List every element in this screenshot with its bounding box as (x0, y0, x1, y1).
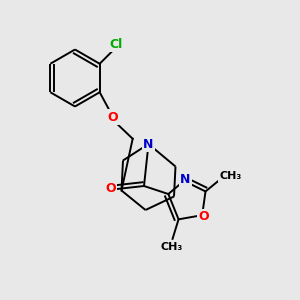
Text: Cl: Cl (110, 38, 123, 51)
Text: CH₃: CH₃ (161, 242, 183, 252)
Text: N: N (143, 137, 154, 151)
Text: O: O (105, 182, 116, 196)
Text: O: O (108, 111, 119, 124)
Text: N: N (180, 173, 190, 186)
Text: O: O (198, 210, 209, 223)
Text: CH₃: CH₃ (219, 170, 242, 181)
